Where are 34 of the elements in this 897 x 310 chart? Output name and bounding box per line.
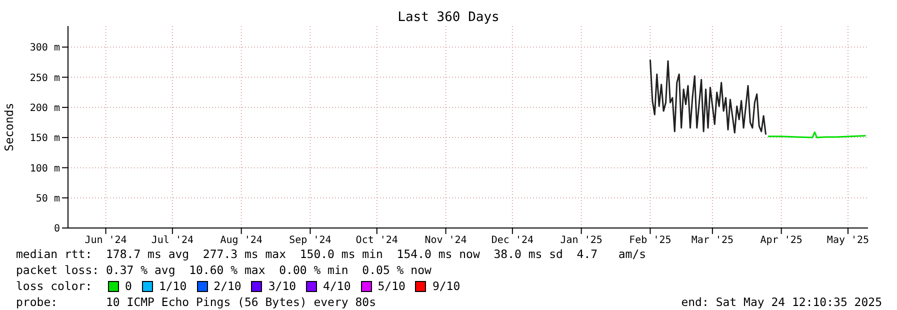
x-tick-label: Nov '24 (424, 235, 467, 246)
text: median rtt: 178.7 ms avg 277.3 ms max 150.0 ms min 154.0 ms now 38.0 ms sd 4.7 am/s (16, 246, 648, 262)
x-tick-label: Jul '24 (151, 235, 194, 246)
y-tick-label: 250 m (30, 72, 60, 84)
y-tick-label: 300 m (30, 42, 60, 54)
legend-label: 5/10 (378, 278, 406, 294)
x-tick-label: Feb '25 (629, 235, 672, 246)
y-axis-title: Seconds (2, 102, 16, 154)
legend-label: 2/10 (214, 278, 242, 294)
legend-label: 0 (125, 278, 132, 294)
legend-label: 9/10 (432, 278, 460, 294)
x-tick-label: Jan '25 (560, 235, 602, 246)
y-tick-label: 0 (54, 224, 60, 235)
x-tick-label: May '25 (826, 235, 870, 246)
x-tick-label: Jun '24 (84, 235, 127, 246)
legend-title: loss color: (16, 278, 94, 294)
legend-label: 4/10 (323, 278, 351, 294)
legend-label: 3/10 (268, 278, 296, 294)
y-tick-label: 50 m (36, 193, 60, 204)
text: probe: 10 ICMP Echo Pings (56 Bytes) every 80s (16, 294, 376, 310)
x-tick-label: Mar '25 (691, 235, 734, 246)
y-tick-label: 100 m (30, 163, 60, 174)
text: end: Sat May 24 12:10:35 2025 (681, 294, 882, 310)
x-tick-label: Apr '25 (760, 235, 802, 246)
line-series (649, 59, 767, 136)
chart-title: Last 360 Days (396, 10, 500, 25)
y-tick-label: 150 m (30, 133, 60, 144)
x-tick-label: Aug '24 (220, 235, 262, 246)
x-tick-label: Oct '24 (356, 235, 398, 246)
text: packet loss: 0.37 % avg 10.60 % max 0.00 % min 0.05 % now (16, 262, 432, 278)
x-tick-label: Sep '24 (289, 235, 332, 246)
y-tick-label: 200 m (30, 102, 60, 114)
x-tick-label: Dec '24 (491, 235, 534, 246)
legend-label: 1/10 (158, 278, 187, 294)
